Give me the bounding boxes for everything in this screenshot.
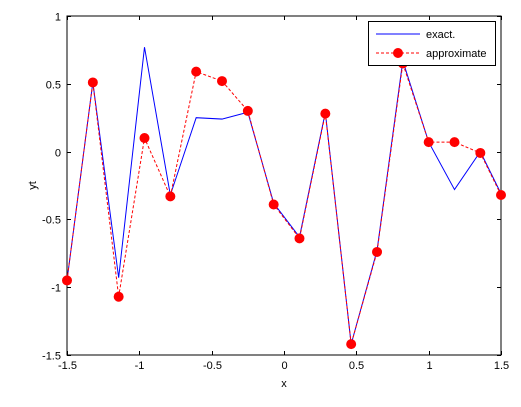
legend-label: exact. (426, 29, 455, 41)
y-tick-label: -0.5 (42, 215, 61, 227)
axis-labels: x yt (27, 181, 287, 390)
legend-marker (393, 48, 403, 58)
x-axis-label: x (281, 378, 287, 390)
x-tick-label: -1 (135, 360, 145, 372)
x-tick-label: -0.5 (203, 360, 222, 372)
legend: exact. approximate (368, 21, 496, 66)
data-point-marker (62, 275, 72, 286)
y-tick-label: 0 (55, 148, 61, 160)
y-tick-label: -1 (51, 283, 61, 295)
axis-ticks: -1.5 -1 -0.5 0 0.5 1 1.5 -1.5 -1 -0.5 0 0.5 1 (42, 12, 509, 373)
legend-label: approximate (426, 48, 487, 60)
data-point-marker (346, 339, 357, 350)
legend-box (368, 21, 496, 66)
series-approximate (62, 58, 506, 350)
plot-frame (66, 15, 502, 356)
x-tick-label: 1.5 (494, 360, 509, 372)
x-tick-label: 0.5 (349, 360, 364, 372)
data-point-marker (320, 108, 331, 119)
data-point-marker (372, 246, 383, 257)
x-tick-label: 1 (426, 360, 432, 372)
data-point-marker (113, 291, 124, 302)
x-tick-label: -1.5 (58, 360, 77, 372)
data-point-marker (165, 191, 176, 202)
y-axis-label: yt (27, 181, 39, 190)
data-point-marker (423, 137, 434, 148)
data-point-marker (242, 105, 253, 116)
data-point-marker (496, 189, 506, 200)
legend-entry: exact. (376, 29, 455, 41)
y-tick-label: -1.5 (42, 351, 61, 363)
data-point-marker (449, 137, 460, 148)
y-tick-label: 1 (55, 12, 61, 24)
series-group (62, 47, 506, 350)
data-point-marker (475, 147, 486, 158)
data-point-marker (87, 77, 98, 88)
data-point-marker (139, 133, 150, 144)
data-point-marker (217, 76, 227, 87)
data-point-marker (294, 233, 305, 244)
x-tick-label: 0 (281, 360, 287, 372)
y-tick-label: 0.5 (46, 80, 61, 92)
data-point-marker (268, 199, 279, 210)
plot-area (66, 15, 502, 356)
data-point-marker (191, 66, 202, 77)
series-line (66, 47, 502, 345)
series-exact (66, 47, 502, 345)
legend-entry: approximate (376, 48, 487, 60)
